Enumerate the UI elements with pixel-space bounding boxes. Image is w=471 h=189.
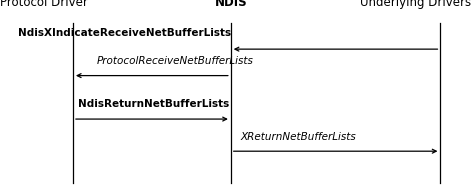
Text: XReturnNetBufferLists: XReturnNetBufferLists [240,132,356,142]
Text: NdisReturnNetBufferLists: NdisReturnNetBufferLists [78,99,229,109]
Text: Underlying Drivers: Underlying Drivers [360,0,471,9]
Text: ProtocolReceiveNetBufferLists: ProtocolReceiveNetBufferLists [97,56,253,66]
Text: NDIS: NDIS [214,0,247,9]
Text: NdisXIndicateReceiveNetBufferLists: NdisXIndicateReceiveNetBufferLists [18,28,231,38]
Text: Protocol Driver: Protocol Driver [0,0,88,9]
